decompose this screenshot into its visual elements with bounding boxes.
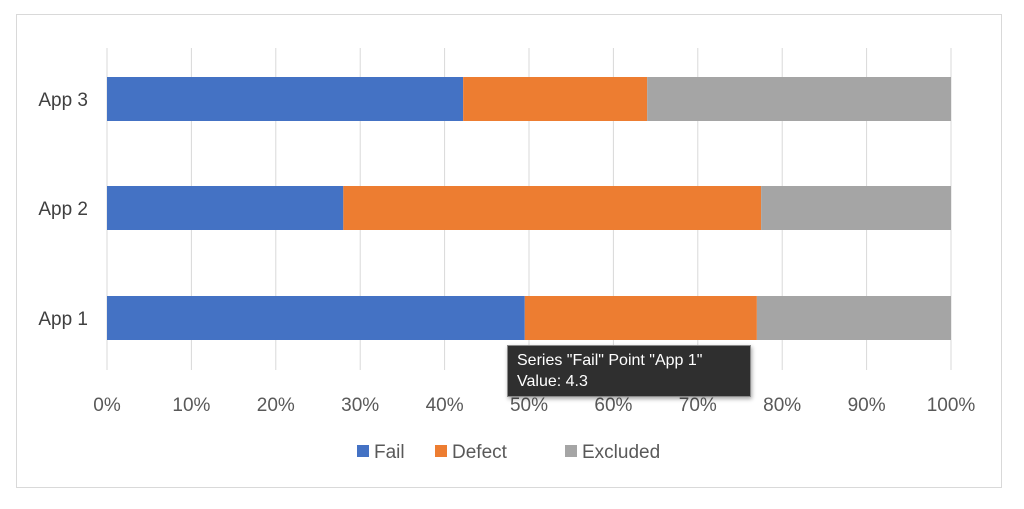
x-tick-label: 80% [763,395,801,416]
bar-segment-excluded[interactable] [647,77,951,121]
x-tick-label: 70% [679,395,717,416]
bar-segment-excluded[interactable] [756,296,951,340]
bar-segment-defect[interactable] [463,77,648,121]
legend-swatch [357,445,369,457]
x-tick-label: 90% [848,395,886,416]
x-tick-label: 0% [93,395,121,416]
bar-segment-fail[interactable] [107,296,525,340]
tooltip-series-line: Series "Fail" Point "App 1" [517,352,703,369]
x-tick-label: 20% [257,395,295,416]
x-tick-label: 50% [510,395,548,416]
axis-labels: 0% 10% 20% 30% 40% 50% 60% 70% 80% 90% 100% App 1 Ap… [38,90,975,416]
x-tick-label: 40% [426,395,464,416]
legend-swatch [565,445,577,457]
legend-label: Defect [452,442,508,463]
data-point-tooltip: Series "Fail" Point "App 1" Value: 4.3 [507,345,751,397]
category-label: App 2 [38,199,88,220]
category-label: App 3 [38,90,88,111]
legend: Fail Defect Excluded [357,442,660,463]
x-tick-label: 60% [594,395,632,416]
bar-segment-fail[interactable] [107,77,464,121]
legend-label: Fail [374,442,405,463]
bar-segment-excluded[interactable] [761,186,951,230]
legend-swatch [435,445,447,457]
x-tick-label: 10% [172,395,210,416]
bar-segment-fail[interactable] [107,186,344,230]
legend-label: Excluded [582,442,660,463]
tooltip-value-line: Value: 4.3 [517,373,588,390]
bar-segment-defect[interactable] [524,296,757,340]
category-label: App 1 [38,309,88,330]
bar-segment-defect[interactable] [343,186,762,230]
x-tick-label: 100% [927,395,976,416]
x-tick-label: 30% [341,395,379,416]
bars [107,77,951,340]
